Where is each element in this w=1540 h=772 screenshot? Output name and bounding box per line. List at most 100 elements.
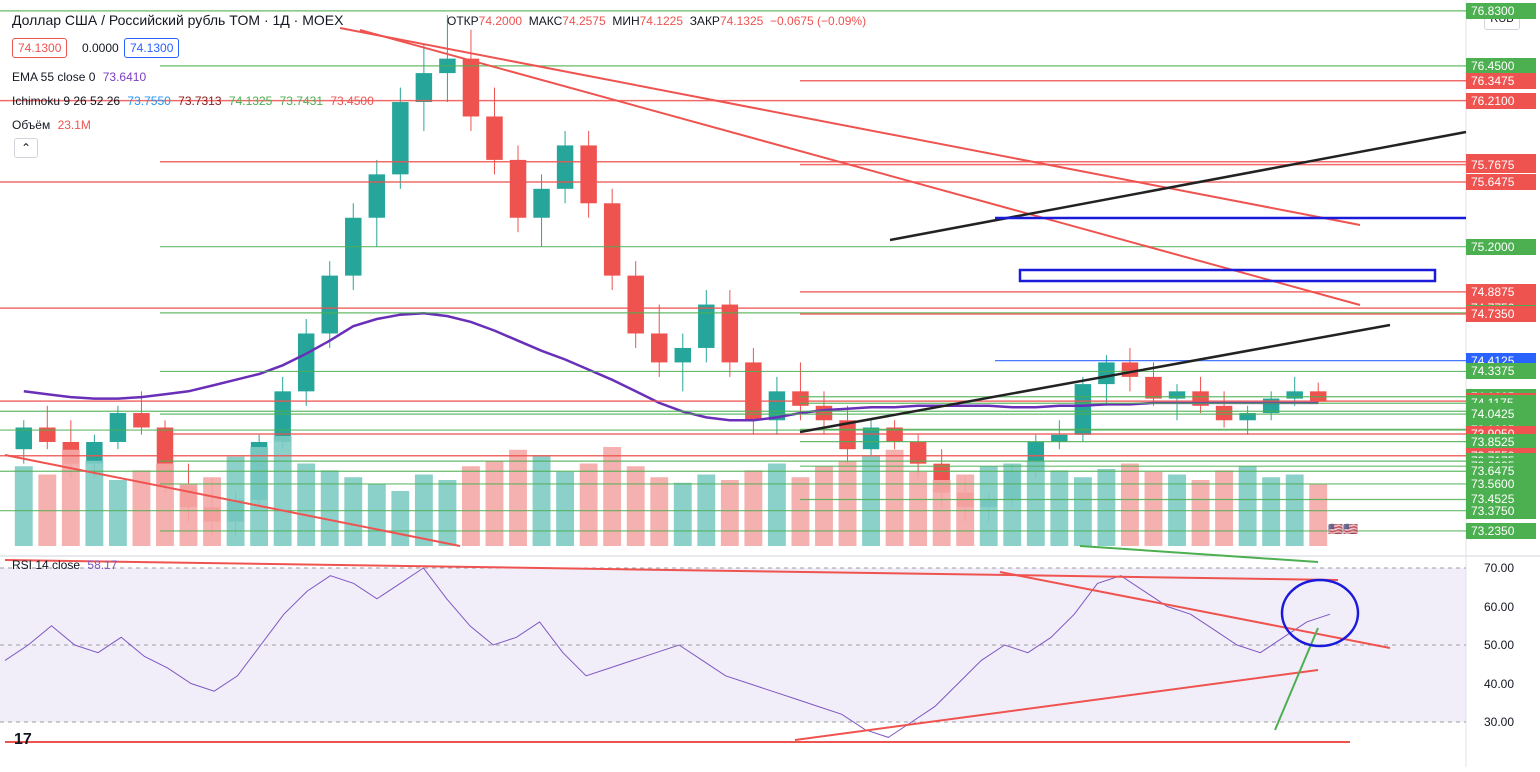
rsi-highlight-circle[interactable] [1280,578,1360,648]
horizontal-levels-layer [0,10,1466,532]
volume-bar [1262,477,1281,546]
volume-bar [156,463,174,546]
symbol-title[interactable]: Доллар США / Российский рубль TOM · 1Д ·… [12,12,344,28]
volume-bar [1215,470,1234,546]
ichimoku-value-spanB: 73.4500 [330,94,374,108]
ichimoku-legend[interactable]: Ichimoku 9 26 52 26 73.7550 73.7313 74.1… [12,94,378,108]
rsi-axis-tick: 70.00 [1484,561,1515,575]
ohlc-close-value: 74.1325 [719,14,764,28]
ichimoku-value-base: 73.7313 [178,94,222,108]
rsi-line [4,567,1331,738]
volume-bar [650,477,669,546]
rsi-axis-tick: 60.00 [1484,600,1515,614]
volume-layer [14,436,1328,546]
candle-body [815,405,833,421]
sell-price-button[interactable]: 74.1300 [12,38,68,58]
volume-bar [532,455,551,546]
ohlc-high-value: 74.2575 [562,14,606,28]
ichimoku-value-lagging: 74.1325 [228,94,273,108]
candle-body [862,427,880,450]
volume-bar [1191,480,1210,546]
candle-body [792,391,809,406]
volume-bar [1121,463,1139,546]
volume-bar [1097,469,1116,546]
ohlc-open-label: ОТКР [447,14,479,28]
candle-body [321,275,338,334]
price-axis-label: 76.2100 [1466,93,1536,109]
volume-bar [1144,471,1163,546]
rsi-green-top-line[interactable] [1079,545,1319,563]
buy-price-button[interactable]: 74.1300 [124,38,180,58]
red-trendline-top[interactable] [339,27,1361,226]
volume-bar [273,436,292,546]
volume-bar [909,471,928,546]
volume-bar [838,460,857,546]
volume-bar [14,466,33,546]
price-axis-label: 73.8525 [1466,434,1536,450]
candle-body [1286,391,1303,399]
candle-body [368,174,386,218]
volume-bar [367,484,386,546]
ohlc-low-label: МИН [612,14,640,28]
candle-body [556,145,574,189]
price-axis-label: 76.4500 [1466,58,1536,74]
volume-bar [979,466,998,546]
volume-bar [720,480,739,546]
ema-legend[interactable]: EMA 55 close 0 73.6410 [12,70,150,84]
rsi-red-trendline-down[interactable] [999,571,1391,649]
volume-bar [320,470,339,546]
volume-bar [673,482,692,546]
ema-55-line [23,311,1319,422]
volume-bar [1026,460,1045,546]
candles-layer [15,15,1327,536]
candle-body [533,188,550,218]
volume-bar [61,449,80,546]
price-axis-label: 73.2350 [1466,523,1536,539]
candle-body [603,203,621,276]
volume-bar [556,471,575,546]
candle-body [1168,391,1186,399]
tradingview-logo-icon[interactable]: 17 [14,731,32,748]
collapse-legend-button[interactable]: ⌃ [14,138,38,158]
candle-body [15,427,33,450]
ema-legend-label: EMA 55 close 0 [12,70,96,84]
candle-body [1121,362,1139,377]
blue-range-box[interactable] [1018,268,1437,283]
ohlc-high-label: МАКС [528,14,563,28]
rsi-red-trendline-up[interactable] [794,669,1319,741]
spread-value: 0.0000 [82,41,119,55]
rsi-axis-tick: 40.00 [1484,677,1515,691]
rsi-red-trendline-top[interactable] [4,559,1339,581]
volume-bar [885,449,904,546]
volume-bar [767,463,786,546]
volume-bar [132,470,151,546]
candle-body [909,441,927,464]
ohlc-open-value: 74.2000 [478,14,523,28]
black-trendline-upper[interactable] [889,130,1467,242]
price-axis-label: 75.7675 [1466,157,1536,173]
us-flag-icons[interactable]: 🇺🇸🇺🇸 [1328,522,1358,536]
volume-bar [509,449,527,546]
red-trendline-mid[interactable] [359,29,1361,306]
volume-red-trendline[interactable] [4,454,461,547]
volume-bar [1073,477,1092,546]
rsi-legend[interactable]: RSI 14 close 58.17 [12,558,121,572]
volume-bar [815,466,833,546]
candle-body [86,441,103,464]
candle-body [1145,376,1162,399]
price-axis-label: 74.8875 [1466,284,1536,300]
candle-body [509,159,527,218]
price-axis-label: 74.3375 [1466,363,1536,379]
volume-bar [462,466,480,546]
candle-body [1098,362,1115,385]
candle-body [133,413,150,428]
black-trendline-lower[interactable] [799,323,1391,434]
volume-bar [108,480,127,546]
volume-legend[interactable]: Объём 23.1M [12,118,95,132]
candle-body [745,362,762,421]
volume-bar [1050,470,1069,546]
volume-bar [1238,466,1257,546]
candle-body [721,304,739,363]
